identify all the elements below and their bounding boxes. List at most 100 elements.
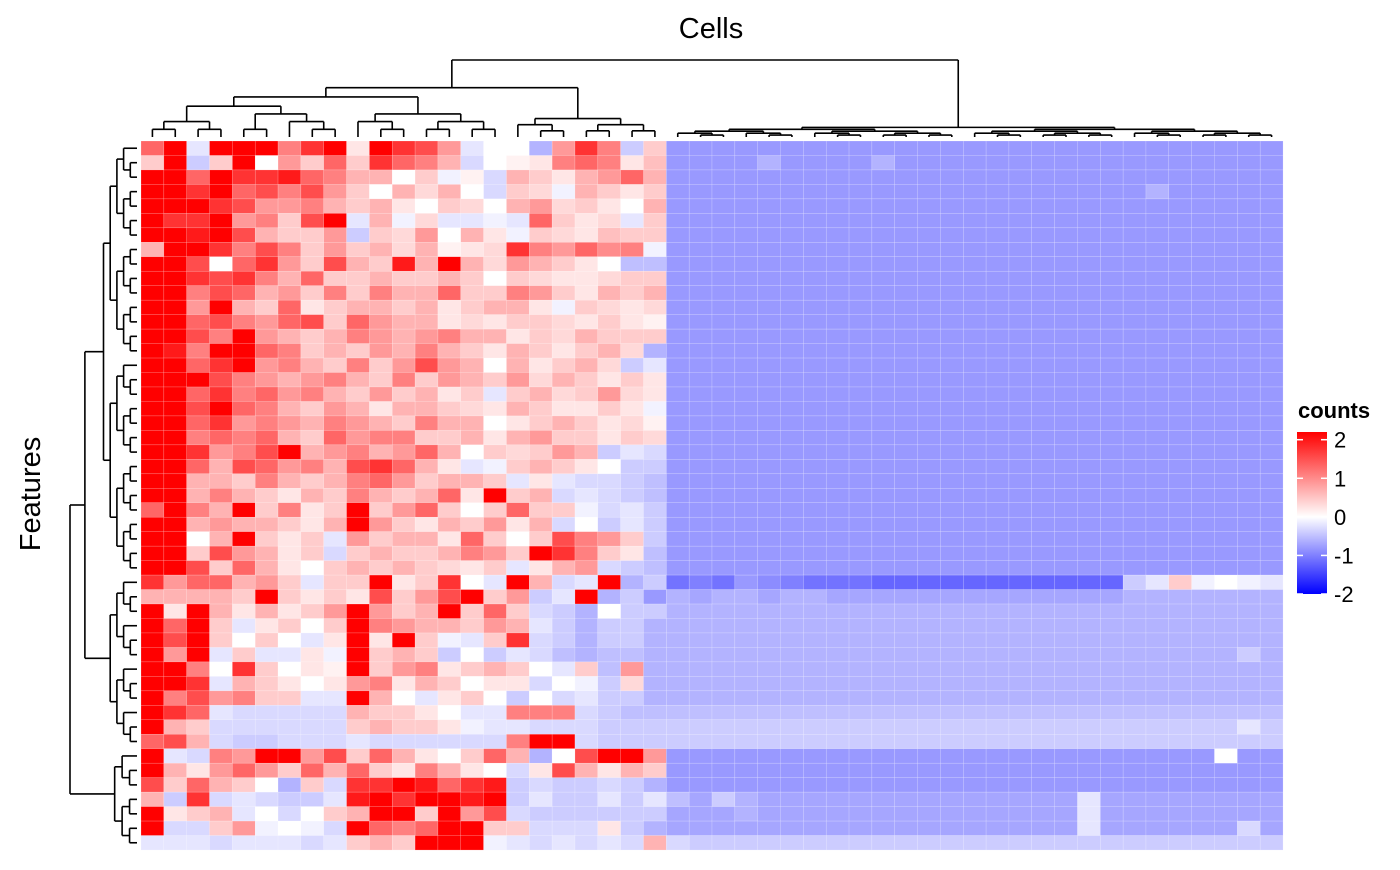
- heatmap-cell: [277, 401, 302, 417]
- heatmap-cell: [186, 343, 210, 359]
- heatmap-cell: [391, 386, 416, 402]
- heatmap-cell: [757, 791, 781, 807]
- heatmap-cell: [985, 574, 1010, 590]
- heatmap-cell: [711, 242, 736, 258]
- heatmap-cell: [1237, 473, 1261, 489]
- heatmap-cell: [506, 733, 530, 750]
- heatmap-cell: [871, 603, 896, 619]
- heatmap-cell: [1145, 430, 1170, 446]
- heatmap-cell: [871, 184, 896, 200]
- heatmap-cell: [551, 632, 576, 648]
- heatmap-cell: [711, 502, 736, 518]
- heatmap-cell: [1008, 372, 1033, 388]
- heatmap-cell: [1145, 256, 1170, 272]
- heatmap-cell: [414, 574, 439, 590]
- heatmap-cell: [1145, 328, 1170, 344]
- heatmap-cell: [711, 314, 736, 330]
- heatmap-cell: [1259, 357, 1284, 373]
- heatmap-cell: [1237, 184, 1261, 200]
- heatmap-cell: [1122, 748, 1147, 764]
- heatmap-cell: [1054, 357, 1078, 373]
- heatmap-cell: [985, 733, 1010, 750]
- heatmap-cell: [369, 690, 393, 706]
- heatmap-cell: [483, 213, 507, 229]
- heatmap-cell: [940, 270, 964, 286]
- heatmap-cell: [894, 618, 918, 634]
- heatmap-cell: [643, 762, 667, 778]
- heatmap-cell: [757, 618, 781, 634]
- heatmap-cell: [1122, 430, 1147, 446]
- heatmap-cell: [620, 401, 644, 417]
- heatmap-cell: [1100, 386, 1124, 402]
- heatmap-cell: [391, 372, 416, 388]
- heatmap-cell: [1122, 227, 1147, 243]
- heatmap-cell: [1077, 184, 1101, 200]
- heatmap-cell: [688, 777, 713, 793]
- heatmap-cell: [940, 314, 964, 330]
- heatmap-cell: [1054, 285, 1078, 301]
- heatmap-cell: [643, 270, 667, 286]
- heatmap-cell: [734, 242, 758, 258]
- heatmap-cell: [734, 733, 758, 750]
- heatmap-cell: [414, 473, 439, 489]
- heatmap-cell: [985, 748, 1010, 764]
- heatmap-cell: [643, 661, 667, 677]
- heatmap-cell: [985, 242, 1010, 258]
- heatmap-cell: [1168, 372, 1192, 388]
- heatmap-cell: [871, 357, 896, 373]
- heatmap-cell: [757, 256, 781, 272]
- heatmap-cell: [620, 690, 644, 706]
- heatmap-cell: [414, 459, 439, 475]
- heatmap-cell: [232, 343, 256, 359]
- heatmap-cell: [414, 791, 439, 807]
- heatmap-cell: [300, 242, 325, 258]
- heatmap-cell: [140, 488, 165, 504]
- heatmap-cell: [620, 430, 644, 446]
- heatmap-cell: [917, 574, 941, 590]
- heatmap-cell: [1008, 733, 1033, 750]
- heatmap-cell: [825, 256, 850, 272]
- heatmap-cell: [643, 791, 667, 807]
- heatmap-cell: [1214, 227, 1238, 243]
- heatmap-cell: [711, 213, 736, 229]
- heatmap-cell: [529, 603, 553, 619]
- heatmap-cell: [1122, 401, 1147, 417]
- legend-tick-label: 2: [1334, 428, 1346, 453]
- heatmap-cell: [1031, 545, 1055, 561]
- heatmap-cell: [483, 386, 507, 402]
- heatmap-cell: [803, 473, 827, 489]
- heatmap-cell: [757, 603, 781, 619]
- heatmap-cell: [551, 647, 576, 663]
- heatmap-cell: [1077, 531, 1101, 547]
- heatmap-cell: [757, 705, 781, 721]
- heatmap-cell: [1214, 343, 1238, 359]
- heatmap-cell: [1259, 545, 1284, 561]
- heatmap-cell: [414, 140, 439, 156]
- heatmap-cell: [346, 299, 370, 315]
- heatmap-cell: [551, 762, 576, 778]
- heatmap-cell: [711, 256, 736, 272]
- heatmap-cell: [962, 488, 987, 504]
- heatmap-cell: [1008, 647, 1033, 663]
- heatmap-cell: [574, 560, 599, 576]
- heatmap-cell: [254, 140, 279, 156]
- heatmap-cell: [1191, 531, 1215, 547]
- heatmap-cell: [369, 531, 393, 547]
- heatmap-cell: [1259, 676, 1284, 692]
- heatmap-cell: [597, 762, 621, 778]
- heatmap-cell: [780, 647, 804, 663]
- heatmap-cell: [757, 314, 781, 330]
- heatmap-cell: [666, 502, 690, 518]
- heatmap-cell: [483, 661, 507, 677]
- heatmap-cell: [186, 213, 210, 229]
- heatmap-cell: [529, 473, 553, 489]
- heatmap-cell: [597, 719, 621, 735]
- heatmap-cell: [1122, 140, 1147, 156]
- heatmap-cell: [414, 227, 439, 243]
- heatmap-cell: [1077, 488, 1101, 504]
- heatmap-cell: [506, 357, 530, 373]
- heatmap-cell: [757, 444, 781, 460]
- heatmap-cell: [780, 777, 804, 793]
- heatmap-cell: [391, 676, 416, 692]
- heatmap-cell: [1191, 733, 1215, 750]
